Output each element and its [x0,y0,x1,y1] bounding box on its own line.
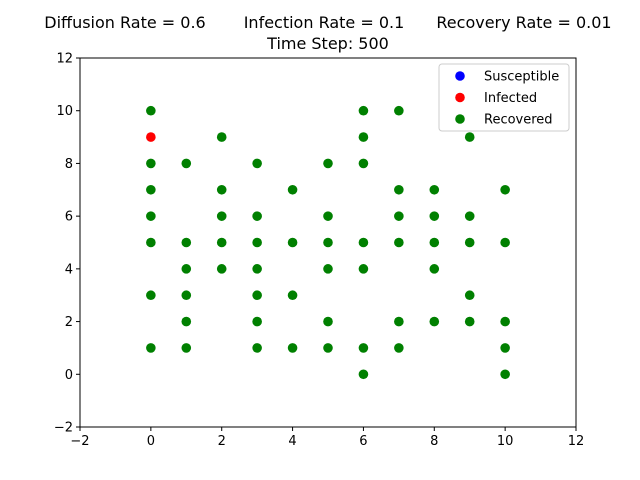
recovered-point [252,211,262,221]
recovered-point [500,237,510,248]
recovered-point [464,316,475,327]
recovered-point [394,184,404,195]
axes-frame [79,57,577,428]
x-tick-label: 8 [430,434,438,449]
recovered-point [146,290,156,301]
title-recovery-rate: Recovery Rate = 0.01 [436,13,611,32]
recovered-point [323,264,333,274]
recovered-point [358,343,369,353]
recovered-point [500,343,510,353]
legend-marker-recovered [455,114,465,124]
recovered-point [323,211,333,221]
recovered-point [216,237,227,248]
recovered-point [358,369,369,380]
recovered-point [394,105,404,116]
recovered-point [287,237,298,248]
recovered-point [429,316,440,327]
recovered-point [358,105,369,116]
recovered-point [287,343,298,353]
y-tick-label: 6 [65,210,73,225]
recovered-point [146,105,156,116]
x-axis: −2 0 2 4 6 8 10 12 [70,427,584,449]
x-tick-label: 12 [568,434,585,449]
recovered-point [216,211,227,221]
recovered-point [252,290,262,301]
y-tick-label: 4 [65,262,73,277]
recovered-point [216,132,227,142]
recovered-point [394,237,404,248]
y-tick-label: 10 [56,104,73,119]
y-tick-label: 0 [65,368,73,383]
y-tick-label: 12 [56,52,73,67]
title-infection-rate: Infection Rate = 0.1 [244,13,405,32]
x-tick-label: 6 [359,434,367,449]
recovered-point [358,158,369,169]
x-tick-label: 0 [147,434,155,449]
recovered-point [181,290,192,301]
recovered-point [181,237,192,248]
recovered-point [358,264,369,274]
recovered-point [181,264,192,274]
recovered-point [464,237,475,248]
recovered-point [464,211,475,221]
recovered-point [500,316,510,327]
x-tick-label: −2 [70,434,89,449]
legend: Susceptible Infected Recovered [438,63,570,132]
recovered-point [358,237,369,248]
recovered-point [323,343,333,353]
recovered-point [429,211,440,221]
x-tick-label: 10 [497,434,514,449]
recovered-point [252,316,262,327]
recovered-point [181,158,192,169]
y-axis: −2 0 2 4 6 8 10 12 [54,52,80,436]
x-tick-label: 2 [218,434,226,449]
infected-point [146,132,156,142]
recovered-point [394,343,404,353]
recovered-point [429,264,440,274]
recovered-point [500,184,510,195]
y-tick-label: 2 [65,315,73,330]
title-diffusion-rate: Diffusion Rate = 0.6 [44,13,205,32]
recovered-point [358,132,369,142]
recovered-point [394,211,404,221]
recovered-point [252,158,262,169]
legend-label-infected: Infected [484,91,537,106]
recovered-point [464,290,475,301]
recovered-point [287,184,298,195]
recovered-point [429,184,440,195]
recovered-point [252,264,262,274]
recovered-point [146,184,156,195]
recovered-point [181,316,192,327]
recovered-point [500,369,510,380]
y-tick-label: −2 [54,421,73,436]
recovered-point [323,158,333,169]
recovered-point [429,237,440,248]
recovered-point [394,316,404,327]
recovered-point [323,316,333,327]
recovered-point [216,264,227,274]
recovered-point [252,237,262,248]
recovered-point [323,237,333,248]
recovered-point [287,290,298,301]
recovered-point [181,343,192,353]
x-tick-label: 4 [288,434,296,449]
legend-label-susceptible: Susceptible [484,70,559,85]
recovered-point [146,343,156,353]
legend-entries: Susceptible Infected Recovered [455,70,559,128]
recovered-point [216,184,227,195]
y-tick-label: 8 [65,157,73,172]
recovered-point [146,158,156,169]
recovered-point [464,132,475,142]
recovered-point [252,343,262,353]
points-layer [146,105,510,380]
legend-label-recovered: Recovered [484,113,553,128]
recovered-point [146,211,156,221]
chart-subtitle: Time Step: 500 [266,34,389,53]
legend-box [438,63,570,132]
legend-marker-susceptible [455,71,465,81]
recovered-point [146,237,156,248]
legend-marker-infected [455,92,465,103]
